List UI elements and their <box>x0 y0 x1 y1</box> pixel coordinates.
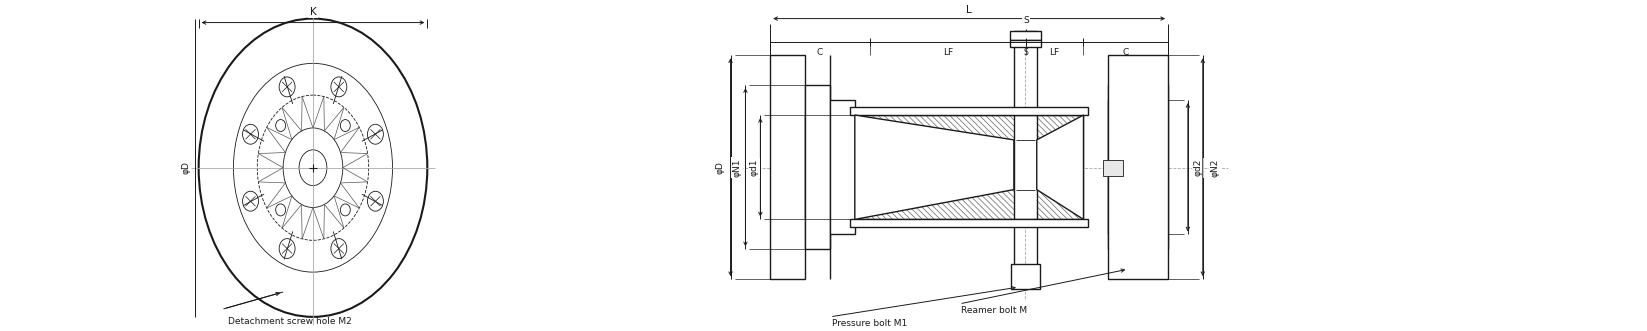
Text: LF: LF <box>1049 48 1059 57</box>
Text: C: C <box>817 48 824 57</box>
Bar <box>1011 264 1039 289</box>
Text: C: C <box>1123 48 1128 57</box>
Bar <box>805 115 1084 219</box>
Text: φN2: φN2 <box>1211 159 1220 177</box>
Text: Pressure bolt M1: Pressure bolt M1 <box>832 319 907 328</box>
Bar <box>850 219 1089 227</box>
Text: L: L <box>967 5 972 15</box>
Text: LF: LF <box>942 48 954 57</box>
Text: φN1: φN1 <box>733 159 741 177</box>
Bar <box>1108 85 1168 249</box>
Text: Reamer bolt M: Reamer bolt M <box>962 306 1028 315</box>
Bar <box>805 85 830 249</box>
Bar <box>1010 40 1041 47</box>
Text: Detachment screw hole M2: Detachment screw hole M2 <box>229 317 352 326</box>
Bar <box>1103 160 1123 176</box>
Text: S: S <box>1023 48 1028 57</box>
Polygon shape <box>1036 115 1084 219</box>
Text: S: S <box>1023 16 1029 24</box>
Text: φD: φD <box>715 161 725 174</box>
Text: φd1: φd1 <box>749 159 758 176</box>
Bar <box>830 100 855 234</box>
Text: φD: φD <box>181 161 191 174</box>
Bar <box>850 107 1089 115</box>
Bar <box>1108 55 1168 279</box>
Bar <box>1010 30 1041 40</box>
Bar <box>1108 100 1133 234</box>
Text: φd2: φd2 <box>1194 159 1202 176</box>
Text: K: K <box>310 7 316 17</box>
Polygon shape <box>855 115 1015 219</box>
Bar <box>771 55 805 279</box>
